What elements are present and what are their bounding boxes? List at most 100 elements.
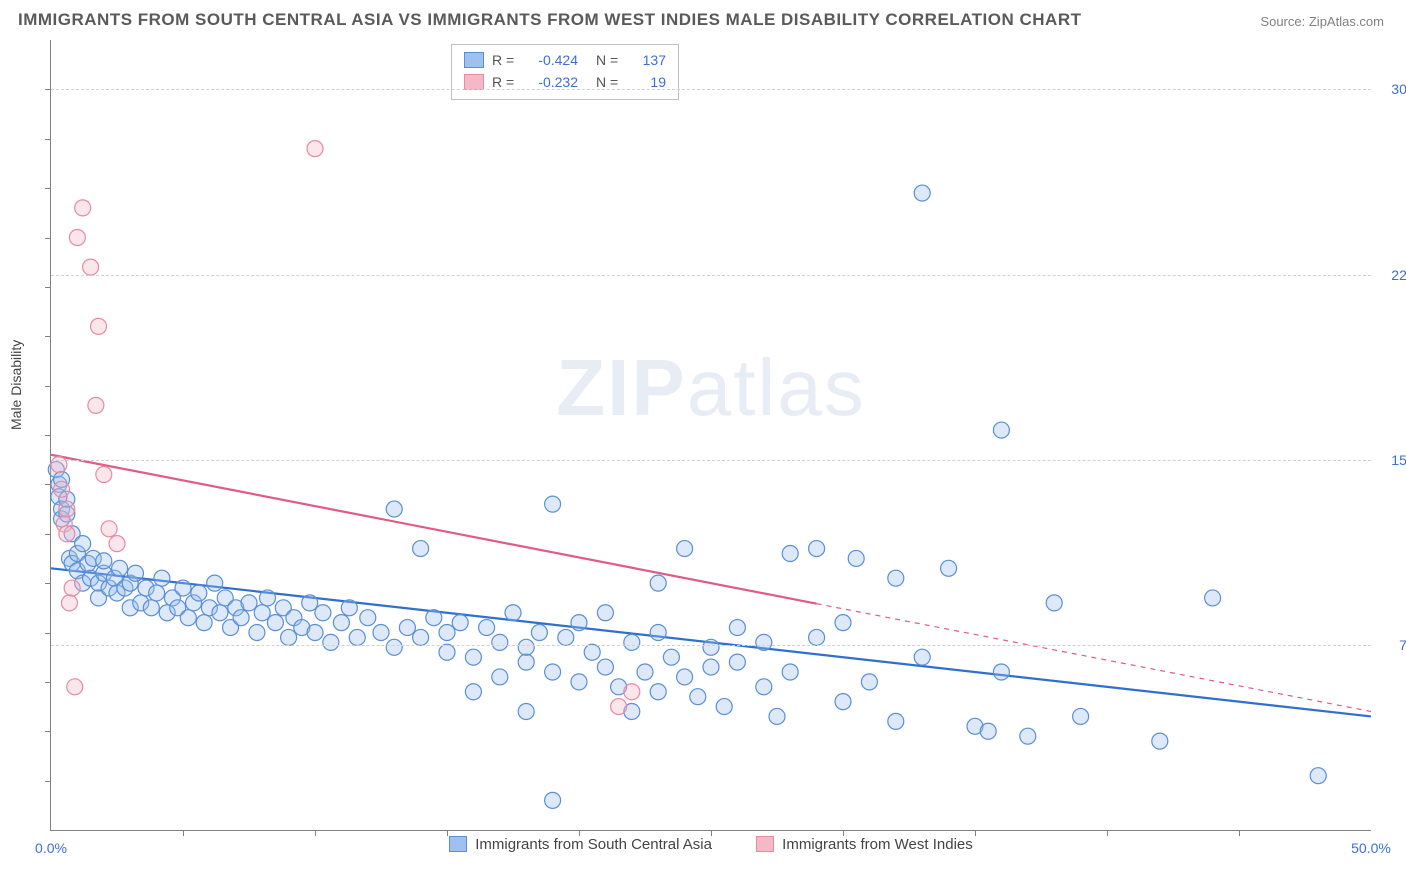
series-legend-label: Immigrants from West Indies [782,836,973,853]
data-point [835,694,851,710]
data-point [558,629,574,645]
series-legend-item: Immigrants from South Central Asia [449,836,712,853]
data-point [127,565,143,581]
gridline [51,460,1371,461]
data-point [545,496,561,512]
data-point [756,679,772,695]
data-point [716,699,732,715]
data-point [307,141,323,157]
gridline [51,645,1371,646]
data-point [149,585,165,601]
series-legend-label: Immigrants from South Central Asia [475,836,712,853]
data-point [624,684,640,700]
data-point [914,185,930,201]
data-point [729,654,745,670]
data-point [191,585,207,601]
y-tick-mark [45,287,51,288]
x-tick-label: 0.0% [35,840,67,856]
data-point [69,230,85,246]
data-point [993,422,1009,438]
data-point [386,501,402,517]
y-tick-mark [45,386,51,387]
data-point [1073,708,1089,724]
data-point [769,708,785,724]
source-name: ZipAtlas.com [1309,14,1384,29]
data-point [452,615,468,631]
data-point [67,679,83,695]
y-tick-mark [45,188,51,189]
data-point [426,610,442,626]
data-point [59,526,75,542]
y-tick-mark [45,633,51,634]
y-tick-label: 15.0% [1379,452,1406,468]
data-point [360,610,376,626]
data-point [302,595,318,611]
trend-line-extrapolated [817,604,1371,712]
data-point [531,625,547,641]
data-point [386,639,402,655]
x-tick-mark [447,830,448,836]
data-point [341,600,357,616]
data-point [143,600,159,616]
data-point [241,595,257,611]
data-point [413,629,429,645]
data-point [545,664,561,680]
data-point [756,634,772,650]
data-point [980,723,996,739]
data-point [175,580,191,596]
data-point [75,200,91,216]
data-point [323,634,339,650]
data-point [61,595,77,611]
data-point [75,536,91,552]
data-point [492,669,508,685]
x-tick-mark [711,830,712,836]
y-tick-mark [45,139,51,140]
series-legend: Immigrants from South Central Asia Immig… [51,836,1371,857]
data-point [281,629,297,645]
data-point [518,654,534,670]
data-point [64,580,80,596]
data-point [212,605,228,621]
legend-swatch-icon [449,836,467,852]
y-tick-mark [45,435,51,436]
data-point [465,684,481,700]
data-point [254,605,270,621]
x-tick-label: 50.0% [1351,840,1391,856]
data-point [611,699,627,715]
data-point [597,605,613,621]
data-point [888,570,904,586]
data-point [809,541,825,557]
y-tick-label: 22.5% [1379,267,1406,283]
data-point [83,259,99,275]
data-point [399,620,415,636]
data-point [861,674,877,690]
data-point [941,560,957,576]
data-point [782,546,798,562]
data-point [91,318,107,334]
data-point [809,629,825,645]
data-point [584,644,600,660]
data-point [650,625,666,641]
y-axis-label: Male Disability [8,340,24,430]
data-point [505,605,521,621]
data-point [571,674,587,690]
data-point [439,625,455,641]
x-tick-mark [183,830,184,836]
source-attribution: Source: ZipAtlas.com [1260,14,1384,29]
y-tick-mark [45,583,51,584]
data-point [465,649,481,665]
y-tick-mark [45,781,51,782]
data-point [1205,590,1221,606]
data-point [109,536,125,552]
data-point [545,792,561,808]
data-point [888,713,904,729]
x-tick-mark [315,830,316,836]
data-point [96,467,112,483]
data-point [993,664,1009,680]
x-tick-mark [1107,830,1108,836]
y-tick-mark [45,336,51,337]
y-tick-label: 30.0% [1379,81,1406,97]
data-point [233,610,249,626]
data-point [848,550,864,566]
data-point [703,659,719,675]
